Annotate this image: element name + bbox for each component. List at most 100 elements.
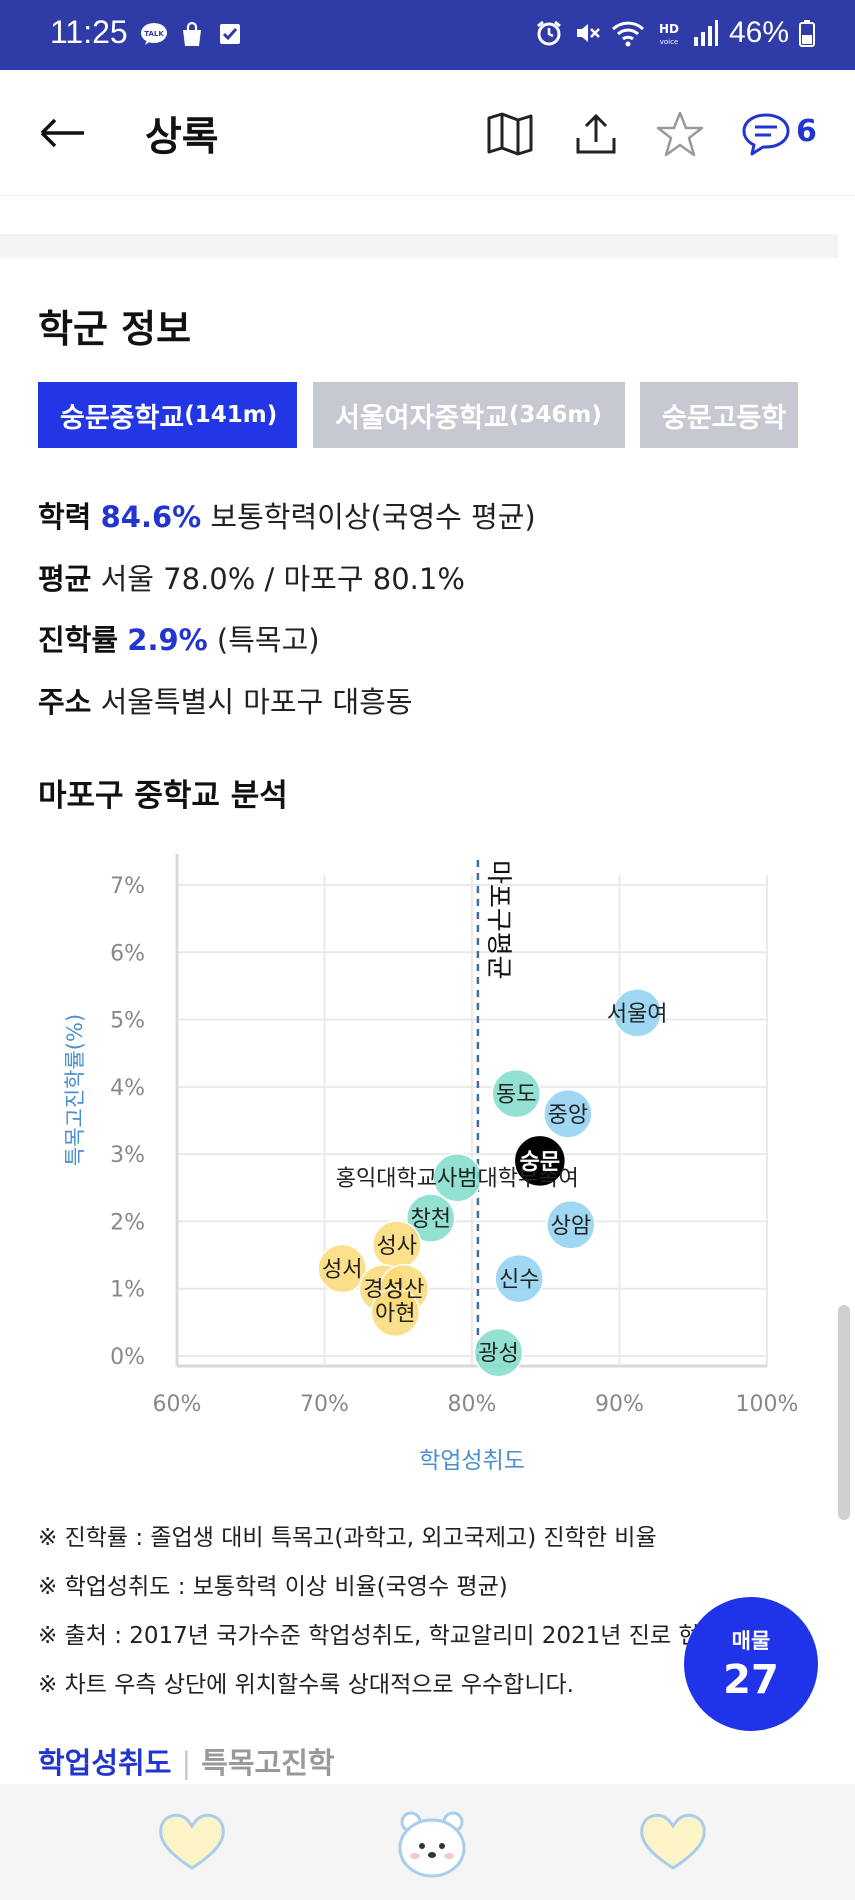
svg-text:HD: HD (659, 22, 679, 36)
y-axis-label: 특목고진학률(%) (63, 1014, 87, 1166)
bag-icon (178, 20, 206, 48)
share-button[interactable] (568, 106, 624, 162)
data-point[interactable] (515, 1136, 565, 1186)
map-button[interactable] (482, 106, 538, 162)
status-time: 11:25 (50, 14, 128, 50)
academic-line: 학력 84.6% 보통학력이상(국영수 평균) (38, 494, 536, 536)
scatter-chart: 0% 1% 2% 3% 4% 5% 6% 7% 60% 70% 80% 90% 100% 마포구평균 서… (0, 840, 855, 1490)
school-tabs: 숭문중학교 (141m) 서울여자중학교 (346m) 숭문고등학 (38, 382, 798, 448)
school-tab-distance: (141m) (184, 402, 278, 428)
share-icon (576, 113, 616, 154)
address-value: 서울특별시 마포구 대흥동 (100, 685, 413, 719)
chart-axes (175, 854, 767, 1368)
academic-value: 84.6% (100, 500, 202, 534)
note-advance-rate: ※ 진학률 : 졸업생 대비 특목고(과학고, 외고국제고) 진학한 비율 (38, 1525, 657, 1551)
notification-icons: TALK (140, 20, 244, 48)
talk-badge-text: TALK (144, 30, 164, 38)
address-line: 주소 서울특별시 마포구 대흥동 (38, 679, 413, 721)
hd-voice-icon: HD voice (659, 22, 679, 46)
page-title: 상록 (145, 114, 219, 160)
check-icon (216, 20, 244, 48)
data-point-label: 동도 (496, 1083, 536, 1108)
tab-separator: | (181, 1746, 192, 1780)
comment-count: 6 (796, 114, 817, 149)
x-tick-label: 60% (153, 1392, 202, 1417)
x-tick-label: 70% (300, 1392, 349, 1417)
svg-text:voice: voice (660, 38, 679, 46)
data-point[interactable] (370, 1287, 421, 1338)
data-point-label: 홍익대학교사범대학부속여 (336, 1167, 579, 1192)
data-point-label: 숭문 (520, 1150, 560, 1175)
school-tab-2[interactable]: 숭문고등학 (640, 382, 798, 448)
school-tab-1[interactable]: 서울여자중학교 (346m) (313, 382, 625, 448)
heart-right-icon[interactable] (636, 1806, 710, 1876)
x-tick-label: 90% (595, 1392, 644, 1417)
data-point[interactable] (473, 1327, 524, 1378)
data-point-label: 광성 (478, 1342, 518, 1367)
listings-label: 매물 (731, 1629, 771, 1653)
data-point[interactable] (546, 1200, 596, 1250)
advance-label: 진학률 (38, 623, 119, 657)
app-bar: 상록 6 (0, 70, 855, 196)
advance-line: 진학률 2.9% (특목고) (38, 617, 320, 659)
battery-icon (799, 20, 815, 47)
note-source: ※ 출처 : 2017년 국가수준 학업성취도, 학교알리미 2021년 진로 … (38, 1623, 700, 1649)
bottom-nav (0, 1784, 855, 1900)
data-point[interactable] (612, 988, 662, 1038)
y-tick-label: 4% (110, 1076, 145, 1101)
average-label: 평균 (38, 562, 92, 596)
data-point[interactable] (494, 1253, 544, 1304)
address-label: 주소 (38, 685, 92, 719)
data-point-label: 상암 (551, 1214, 591, 1239)
data-point-label: 중앙 (548, 1103, 588, 1128)
wifi-icon (611, 21, 644, 47)
data-point-label: 신수 (499, 1268, 539, 1293)
reference-line: 마포구평균 (476, 860, 513, 1366)
data-point[interactable] (405, 1193, 456, 1243)
data-point-label: 성산 (384, 1278, 424, 1303)
school-tab-name: 숭문고등학 (662, 402, 787, 434)
data-point[interactable] (491, 1068, 541, 1119)
data-point-label: 창천 (410, 1207, 450, 1232)
average-line: 평균 서울 78.0% / 마포구 80.1% (38, 556, 465, 598)
chart-grid (177, 875, 768, 1366)
school-tab-name: 서울여자중학교 (335, 402, 509, 434)
data-point-label: 아현 (375, 1301, 415, 1326)
status-bar: 11:25 TALK HD voice 46% (0, 0, 855, 70)
talk-icon: TALK (140, 20, 168, 48)
y-tick-label: 6% (110, 941, 145, 966)
average-desc: 서울 78.0% / 마포구 80.1% (100, 562, 465, 596)
back-button[interactable] (34, 108, 90, 158)
alarm-icon (537, 20, 561, 46)
x-tick-label: 80% (448, 1392, 497, 1417)
comment-button[interactable] (738, 106, 794, 162)
data-point[interactable] (543, 1089, 593, 1139)
note-achievement: ※ 학업성취도 : 보통학력 이상 비율(국영수 평균) (38, 1574, 508, 1600)
chart-ticks: 0% 1% 2% 3% 4% 5% 6% 7% 60% 70% 80% 90% 100% (110, 874, 798, 1417)
data-point[interactable] (317, 1243, 367, 1294)
data-point-label: 성서 (322, 1258, 362, 1283)
y-tick-label: 2% (110, 1210, 145, 1235)
advance-desc: (특목고) (216, 623, 320, 657)
data-point[interactable] (432, 1152, 482, 1203)
y-tick-label: 1% (110, 1278, 145, 1303)
y-tick-label: 5% (110, 1009, 145, 1034)
scrollbar[interactable] (838, 1305, 850, 1520)
section-divider (0, 234, 838, 258)
favorite-button[interactable] (652, 106, 708, 162)
heart-left-icon[interactable] (155, 1806, 229, 1876)
y-tick-label: 3% (110, 1143, 145, 1168)
school-tab-name: 숭문중학교 (60, 402, 185, 434)
data-point-label: 서울여 (607, 1002, 668, 1027)
star-icon (656, 111, 704, 157)
tab-special-school[interactable]: 특목고진학 (201, 1746, 335, 1780)
point-markers (317, 988, 662, 1378)
tab-academic-achievement[interactable]: 학업성취도 (38, 1746, 172, 1780)
mute-icon (576, 24, 600, 42)
data-point-label: 성사 (377, 1234, 417, 1259)
school-tab-0[interactable]: 숭문중학교 (141m) (38, 382, 297, 448)
comment-icon (742, 113, 790, 156)
listings-button[interactable]: 매물 27 (684, 1597, 818, 1731)
bear-icon[interactable] (395, 1806, 469, 1878)
